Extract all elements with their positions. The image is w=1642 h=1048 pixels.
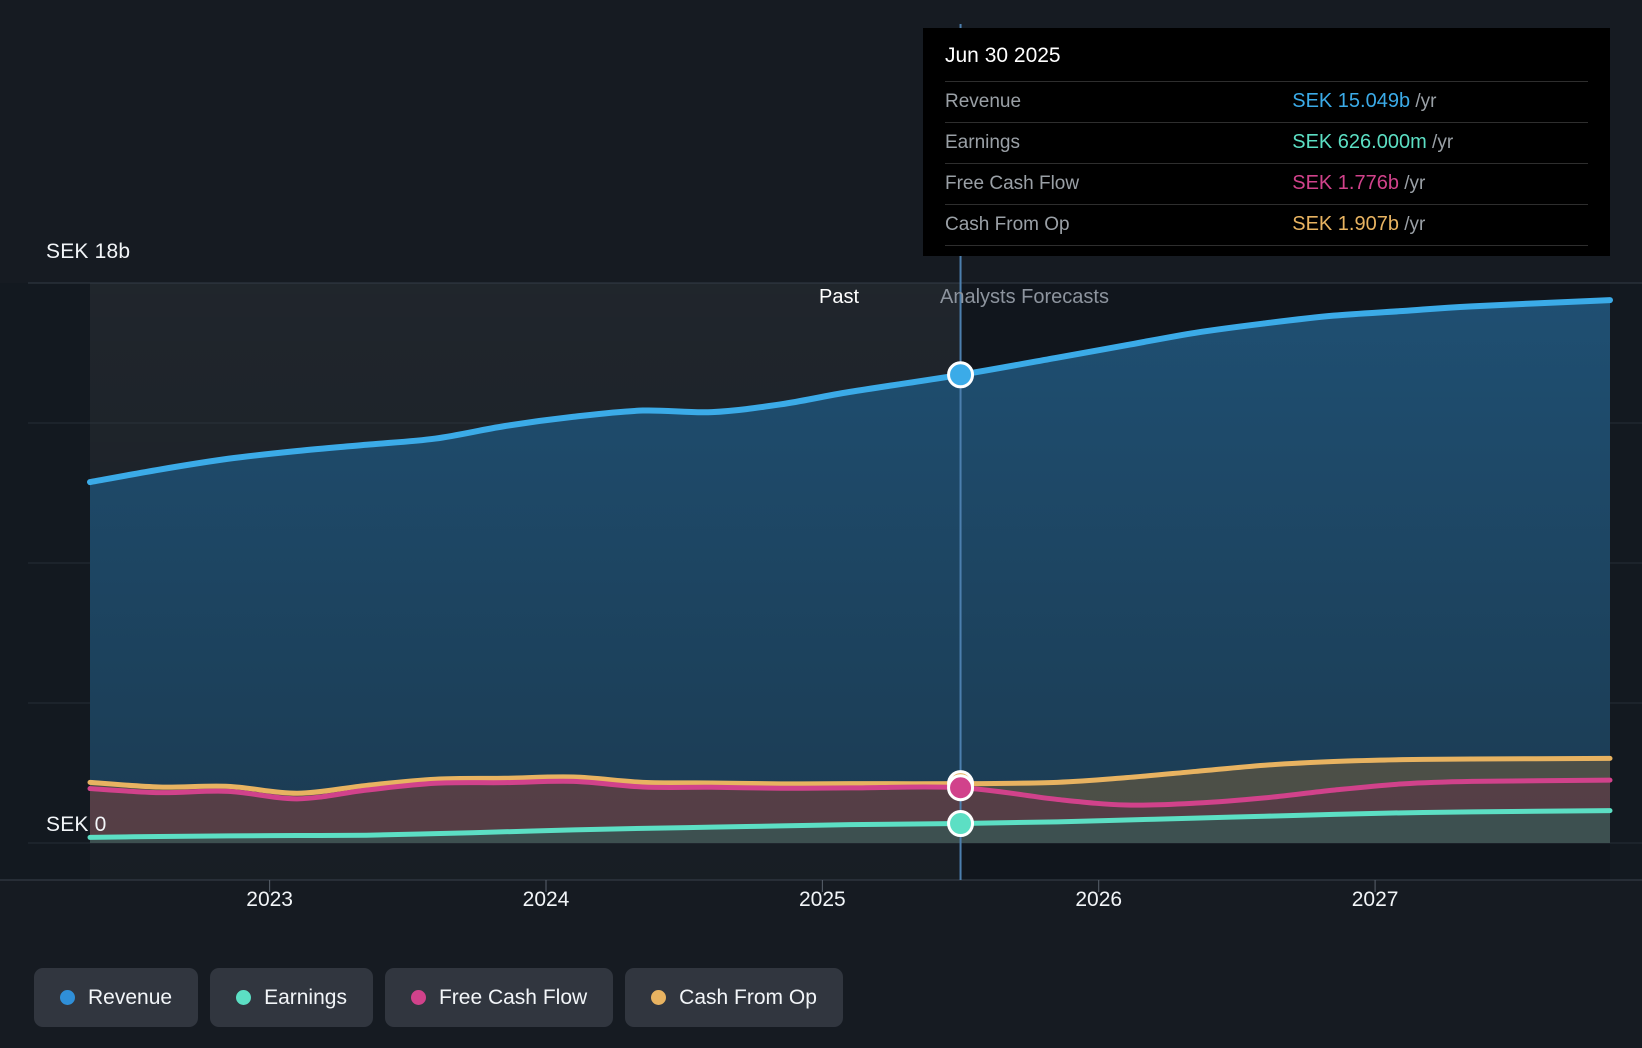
tooltip-metric-value-earnings: SEK 626.000m bbox=[1292, 131, 1427, 153]
tooltip-metric-unit-free-cash-flow: /yr bbox=[1398, 173, 1426, 194]
tooltip-metric-value-wrap-revenue: SEK 15.049b /yr bbox=[1292, 90, 1588, 113]
y-axis-zero-label: SEK 0 bbox=[46, 813, 107, 836]
legend-label-revenue: Revenue bbox=[88, 985, 173, 1009]
tooltip-row-cash-from-op: Cash From Op SEK 1.907b /yr bbox=[945, 204, 1588, 245]
marker-earnings bbox=[947, 810, 975, 838]
tooltip-metric-value-free-cash-flow: SEK 1.776b bbox=[1292, 172, 1399, 194]
x-axis-label-2027: 2027 bbox=[1351, 888, 1399, 911]
series-line-earnings bbox=[87, 808, 1613, 840]
legend-dot-icon-earnings bbox=[236, 990, 252, 1005]
x-axis-ticks bbox=[269, 880, 1376, 892]
x-axis-label-2024: 2024 bbox=[522, 888, 570, 911]
tooltip-rows: Revenue SEK 15.049b /yr Earnings SEK 626.00… bbox=[945, 81, 1588, 245]
tooltip-metric-name-free-cash-flow: Free Cash Flow bbox=[945, 172, 1080, 194]
chart-legend: Revenue Earnings Free Cash Flow Cash From O… bbox=[34, 968, 843, 1027]
past-band-label: Past bbox=[819, 286, 860, 308]
legend-label-free-cash-flow: Free Cash Flow bbox=[438, 985, 588, 1009]
legend-item-earnings[interactable]: Earnings bbox=[210, 968, 373, 1027]
tooltip-metric-value-cash-from-op: SEK 1.907b bbox=[1292, 213, 1399, 235]
legend-dot-icon-revenue bbox=[60, 990, 75, 1005]
tooltip-row-free-cash-flow: Free Cash Flow SEK 1.776b /yr bbox=[945, 163, 1588, 204]
marker-free-cash-flow bbox=[947, 774, 975, 802]
x-axis-label-2026: 2026 bbox=[1075, 888, 1123, 911]
legend-dot-icon-cash-from-op bbox=[651, 990, 667, 1005]
tooltip-metric-unit-revenue: /yr bbox=[1410, 91, 1437, 112]
tooltip-metric-value-wrap-free-cash-flow: SEK 1.776b /yr bbox=[1292, 172, 1588, 195]
chart-series bbox=[87, 297, 1613, 843]
marker-revenue bbox=[947, 361, 975, 389]
tooltip-bottom-divider bbox=[945, 245, 1588, 246]
tooltip-metric-value-revenue: SEK 15.049b bbox=[1292, 90, 1411, 112]
tooltip-row-earnings: Earnings SEK 626.000m /yr bbox=[945, 122, 1588, 163]
legend-label-earnings: Earnings bbox=[264, 985, 347, 1009]
forecast-band-label: Analysts Forecasts bbox=[940, 286, 1109, 308]
legend-label-cash-from-op: Cash From Op bbox=[679, 985, 817, 1009]
series-line-revenue bbox=[87, 297, 1613, 486]
tooltip-row-revenue: Revenue SEK 15.049b /yr bbox=[945, 81, 1588, 122]
tooltip-metric-name-cash-from-op: Cash From Op bbox=[945, 213, 1070, 235]
tooltip-date: Jun 30 2025 bbox=[945, 44, 1061, 67]
x-axis-label-2025: 2025 bbox=[799, 888, 846, 911]
series-area-revenue bbox=[90, 300, 1610, 843]
financial-area-chart[interactable] bbox=[0, 0, 1642, 900]
tooltip-metric-name-revenue: Revenue bbox=[945, 90, 1022, 112]
legend-item-cash-from-op[interactable]: Cash From Op bbox=[625, 968, 843, 1027]
series-line-cash-from-op bbox=[87, 755, 1613, 796]
legend-item-free-cash-flow[interactable]: Free Cash Flow bbox=[384, 968, 614, 1027]
x-axis-label-2023: 2023 bbox=[246, 888, 293, 911]
tooltip-metric-unit-earnings: /yr bbox=[1426, 132, 1454, 153]
tooltip-metric-value-wrap-cash-from-op: SEK 1.907b /yr bbox=[1292, 213, 1588, 236]
data-tooltip: Jun 30 2025 Revenue SEK 15.049b /yr Earnin… bbox=[923, 28, 1610, 256]
tooltip-metric-unit-cash-from-op: /yr bbox=[1398, 214, 1426, 235]
tooltip-metric-value-wrap-earnings: SEK 626.000m /yr bbox=[1292, 131, 1588, 154]
legend-item-revenue[interactable]: Revenue bbox=[34, 968, 199, 1027]
y-axis-top-label: SEK 18b bbox=[46, 240, 131, 263]
tooltip-metric-name-earnings: Earnings bbox=[945, 131, 1020, 153]
legend-dot-icon-free-cash-flow bbox=[410, 990, 426, 1005]
series-line-free-cash-flow bbox=[87, 777, 1613, 808]
